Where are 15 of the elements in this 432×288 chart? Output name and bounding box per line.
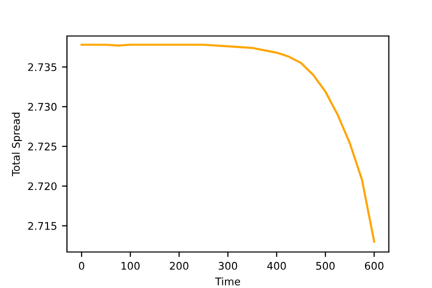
x-tick-label: 100 — [122, 262, 140, 270]
x-tick-label: 300 — [218, 262, 238, 270]
x-axis-title: Time — [215, 277, 240, 286]
x-tick-label: 0 — [78, 262, 84, 270]
y-axis-title: Total Spread — [12, 112, 22, 176]
y-tick-label: 2.715 — [28, 222, 56, 230]
y-tick-label: 2.725 — [28, 142, 56, 150]
y-tick-label: 2.720 — [28, 182, 57, 190]
x-tick-label: 500 — [316, 262, 335, 270]
y-tick-label: 2.730 — [28, 102, 57, 111]
x-tick-label: 600 — [364, 262, 384, 270]
x-tick-label: 200 — [170, 262, 188, 270]
line-series — [80, 44, 376, 243]
y-tick-label: 2.735 — [28, 63, 56, 72]
x-tick-label: 400 — [267, 262, 286, 270]
